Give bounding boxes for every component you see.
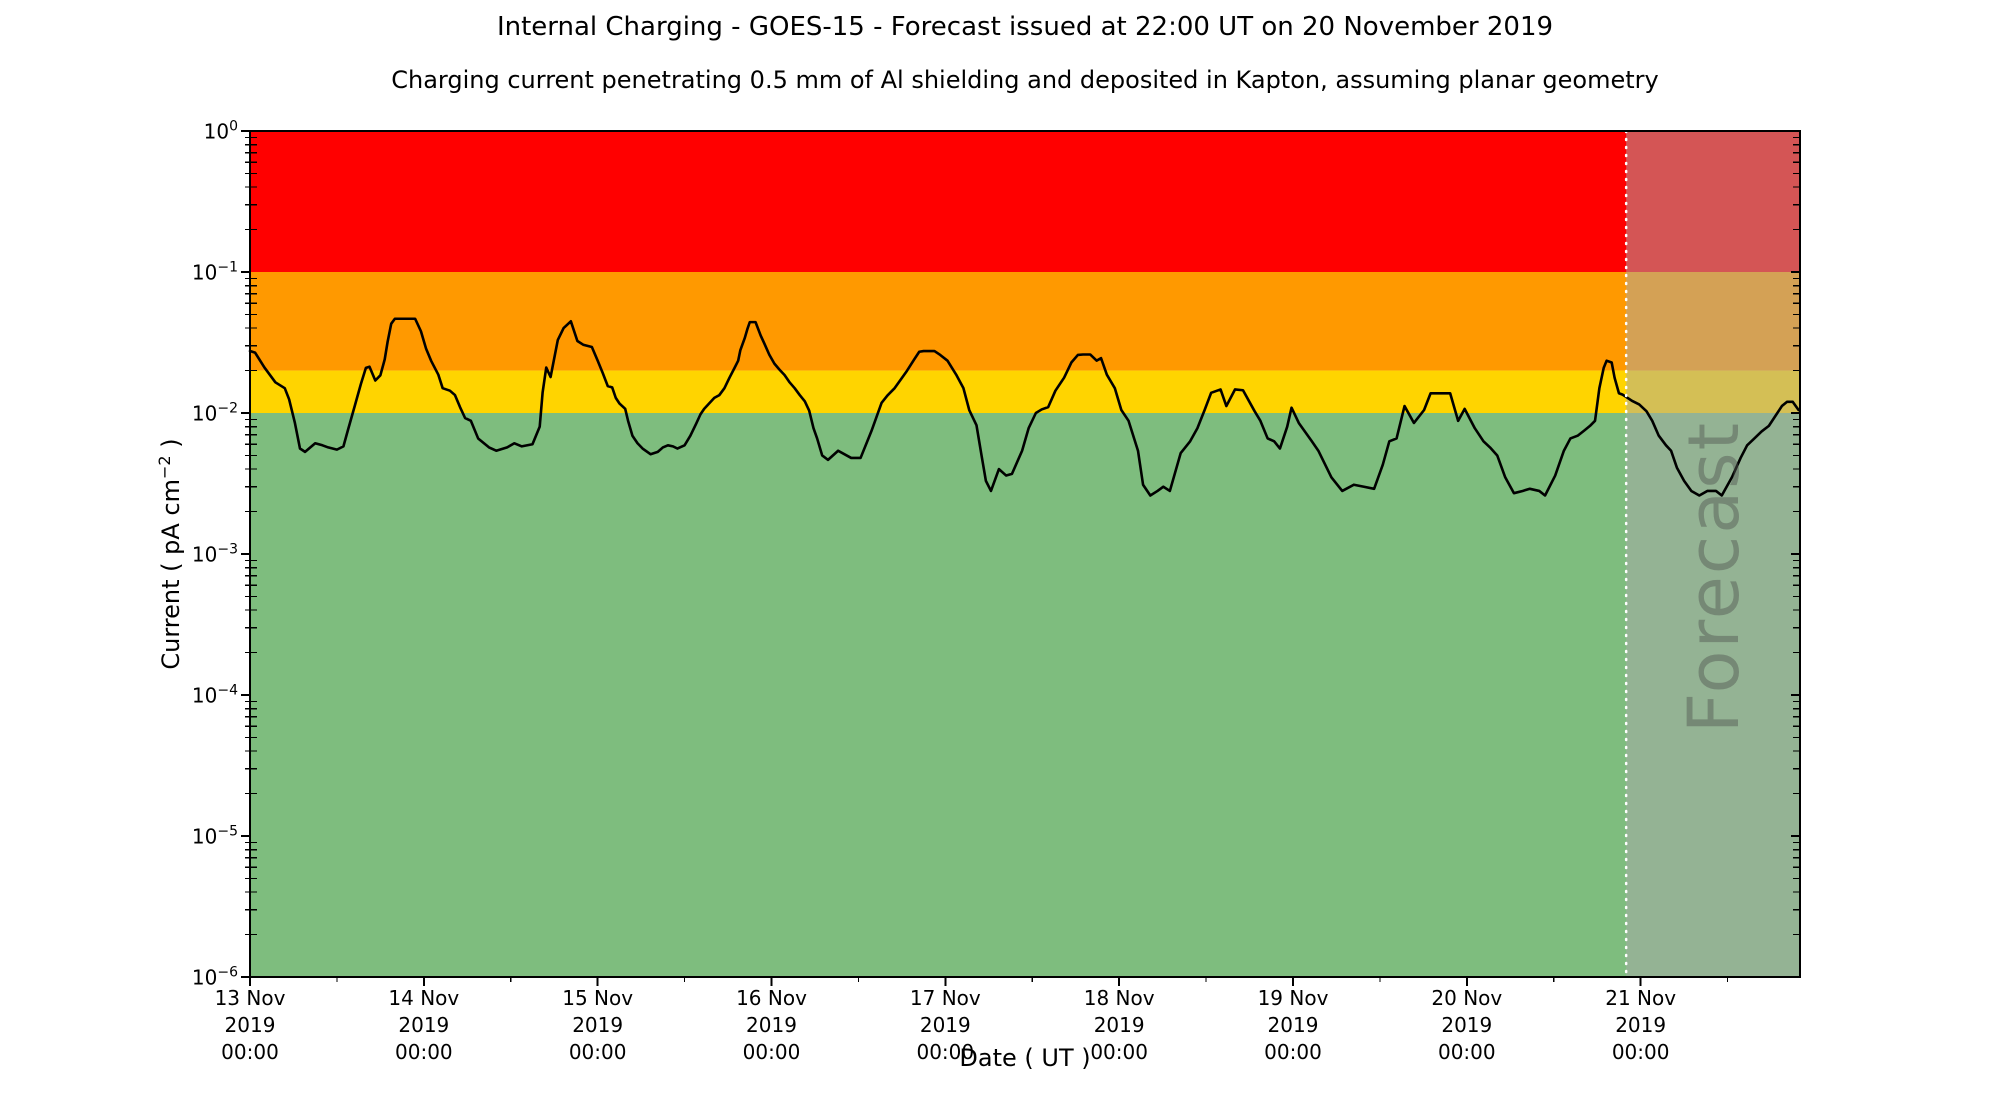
x-tick-label: 19 Nov 2019 00:00: [1257, 986, 1329, 1064]
forecast-watermark: Forecast: [1673, 420, 1755, 734]
x-axis-label: Date ( UT ): [959, 1044, 1091, 1072]
x-tick-label: 14 Nov 2019 00:00: [388, 986, 460, 1064]
y-tick-label: 10−1: [191, 259, 238, 285]
x-tick-label: 18 Nov 2019 00:00: [1083, 986, 1155, 1064]
x-tick-label: 15 Nov 2019 00:00: [562, 986, 634, 1064]
y-tick-label: 100: [203, 118, 238, 144]
x-tick-label: 16 Nov 2019 00:00: [736, 986, 807, 1064]
chart-title: Internal Charging - GOES-15 - Forecast i…: [496, 12, 1554, 42]
y-tick-label: 10−3: [191, 541, 238, 567]
band-yellow-alert: [250, 370, 1800, 413]
y-tick-label: 10−2: [191, 400, 238, 426]
forecast-overlay: [1626, 131, 1800, 977]
y-tick-label: 10−6: [191, 964, 238, 990]
x-tick-label: 13 Nov 2019 00:00: [214, 986, 286, 1064]
chart-subtitle: Charging current penetrating 0.5 mm of A…: [391, 66, 1659, 94]
x-tick-label: 21 Nov 2019 00:00: [1605, 986, 1677, 1064]
y-tick-label: 10−4: [191, 682, 238, 708]
x-tick-label: 17 Nov 2019 00:00: [909, 986, 981, 1064]
band-orange-alert: [250, 272, 1800, 371]
charging-current-line: [248, 317, 1800, 497]
x-tick-label: 20 Nov 2019 00:00: [1431, 986, 1503, 1064]
band-green-quiet: [250, 413, 1800, 977]
y-tick-label: 10−5: [191, 823, 238, 849]
plot-border: [249, 130, 1801, 978]
band-red-alert: [250, 131, 1800, 272]
